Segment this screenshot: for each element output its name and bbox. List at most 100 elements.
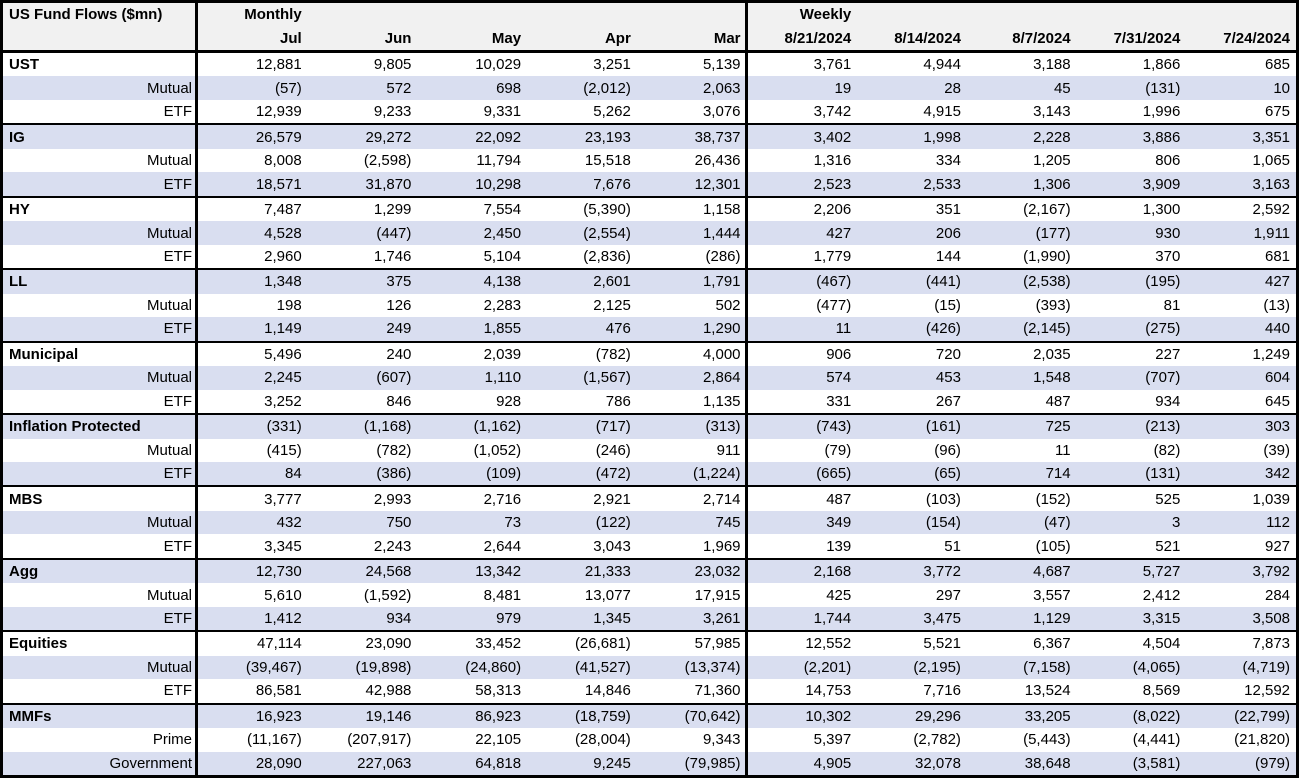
value-cell: (4,441): [1132, 731, 1181, 749]
value-cell: 4,915: [923, 103, 961, 121]
value-cell: 12,301: [637, 172, 748, 196]
value-cell: (122): [595, 514, 631, 532]
table-row-mutual: Mutual 8,008 (2,598) 11,794 15,518 26,436 1,31…: [3, 148, 1296, 173]
value-cell: 23,090: [365, 635, 412, 653]
value-cell: 7,487: [264, 201, 302, 219]
table-row-mutual: Mutual 2,245 (607) 1,110 (1,567) 2,864 574 453 1…: [3, 366, 1296, 390]
table-row-ust: UST 12,881 9,805 10,029 3,251 5,139 3,761 4,944…: [3, 53, 1296, 77]
value-cell: 2,168: [813, 563, 852, 581]
row-label: Mutual: [3, 438, 198, 462]
value-cell: (467): [816, 273, 852, 291]
value-cell: (79,985): [637, 751, 748, 775]
value-cell: (161): [925, 418, 961, 436]
value-cell: 198: [276, 296, 302, 314]
value-cell: (707): [1145, 369, 1181, 387]
value-cell: 2,714: [637, 487, 748, 511]
value-cell: 440: [1265, 320, 1291, 338]
value-cell: 334: [935, 152, 961, 170]
row-label: Mutual: [3, 655, 198, 680]
value-cell: 370: [1155, 247, 1181, 265]
table-row-government: Government 28,090 227,063 64,818 9,245 (79,98…: [3, 751, 1296, 775]
value-cell: 1,110: [484, 369, 522, 387]
value-cell: (21,820): [1234, 731, 1291, 749]
table-row-ll: LL 1,348 375 4,138 2,601 1,791 (467) (441) (2,53…: [3, 268, 1296, 294]
table-row-mutual: Mutual 5,610 (1,592) 8,481 13,077 17,915 425 29…: [3, 583, 1296, 607]
row-label: Mutual: [3, 293, 198, 318]
value-cell: (1,990): [1023, 247, 1071, 265]
col-header-jun: Jun: [384, 29, 412, 47]
value-cell: 2,960: [264, 247, 302, 265]
value-cell: (1,052): [473, 441, 522, 459]
header-row-columns: Jul Jun May Apr Mar 8/21/2024 8/14/2024 …: [3, 26, 1296, 50]
value-cell: 45: [1053, 79, 1071, 97]
value-cell: 1,299: [373, 201, 412, 219]
value-cell: (275): [1145, 320, 1181, 338]
value-cell: 1,300: [1142, 201, 1181, 219]
value-cell: (441): [925, 273, 961, 291]
value-cell: (2,012): [583, 79, 631, 97]
value-cell: (79): [824, 441, 852, 459]
value-cell: 29,272: [365, 128, 412, 146]
value-cell: 7,676: [593, 175, 631, 193]
value-cell: 26,579: [255, 128, 302, 146]
value-cell: 604: [1265, 369, 1291, 387]
value-cell: 3,557: [1033, 586, 1071, 604]
value-cell: 2,228: [1033, 128, 1071, 146]
value-cell: 645: [1265, 392, 1291, 410]
value-cell: 1,779: [813, 247, 852, 265]
value-cell: 13,524: [1024, 682, 1071, 700]
value-cell: 38,648: [1024, 754, 1071, 772]
value-cell: 3,351: [1252, 128, 1291, 146]
group-label: HY: [3, 197, 198, 222]
value-cell: 4,528: [264, 224, 302, 242]
value-cell: 2,864: [637, 366, 748, 390]
value-cell: 1,249: [1252, 345, 1291, 363]
value-cell: (4,719): [1242, 658, 1291, 676]
value-cell: 13,077: [584, 586, 631, 604]
value-cell: 71,360: [637, 679, 748, 703]
table-body: UST 12,881 9,805 10,029 3,251 5,139 3,761 4,944…: [3, 53, 1296, 775]
value-cell: (2,554): [583, 224, 631, 242]
value-cell: 2,125: [593, 296, 631, 314]
value-cell: (70,642): [637, 704, 748, 729]
row-label: ETF: [3, 172, 198, 196]
value-cell: 38,737: [637, 125, 748, 149]
value-cell: (22,799): [1234, 707, 1291, 725]
value-cell: 7,716: [923, 682, 961, 700]
value-cell: 1,149: [264, 320, 302, 338]
value-cell: 750: [386, 514, 412, 532]
value-cell: 26,436: [637, 148, 748, 173]
row-label: ETF: [3, 244, 198, 269]
value-cell: 64,818: [475, 754, 522, 772]
value-cell: (13,374): [637, 655, 748, 680]
group-label: LL: [3, 270, 198, 294]
value-cell: 979: [496, 610, 522, 628]
value-cell: 227,063: [357, 754, 412, 772]
value-cell: (207,917): [347, 731, 412, 749]
section-label-monthly: Monthly: [244, 6, 302, 24]
value-cell: (2,195): [913, 658, 961, 676]
value-cell: 331: [826, 392, 852, 410]
value-cell: 1,746: [373, 247, 412, 265]
value-cell: 714: [1045, 465, 1071, 483]
value-cell: (665): [816, 465, 852, 483]
value-cell: 786: [605, 392, 631, 410]
value-cell: (426): [925, 320, 961, 338]
value-cell: 698: [496, 79, 522, 97]
value-cell: (15): [934, 296, 961, 314]
value-cell: (19,898): [355, 658, 412, 676]
value-cell: 14,753: [805, 682, 852, 700]
value-cell: 4,138: [483, 273, 522, 291]
value-cell: (979): [1255, 754, 1291, 772]
value-cell: (152): [1035, 490, 1071, 508]
value-cell: (2,598): [363, 152, 412, 170]
value-cell: 3,475: [923, 610, 961, 628]
value-cell: 934: [1155, 392, 1181, 410]
table-row-mutual: Mutual 4,528 (447) 2,450 (2,554) 1,444 427 206 (…: [3, 221, 1296, 245]
value-cell: 28: [944, 79, 961, 97]
value-cell: 1,548: [1033, 369, 1071, 387]
value-cell: 11: [835, 320, 852, 338]
value-cell: 12,730: [255, 563, 302, 581]
value-cell: 29,296: [915, 707, 961, 725]
